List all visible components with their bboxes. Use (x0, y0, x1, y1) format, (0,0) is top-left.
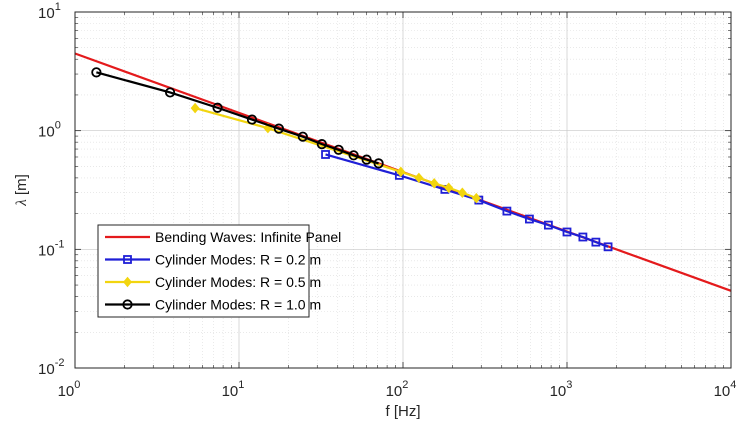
legend-swatch-marker (123, 255, 132, 264)
series-point (543, 220, 553, 230)
legend-box (97, 224, 310, 318)
legend-entry: Cylinder Modes: R = 0.5 m (105, 274, 321, 290)
series-point (297, 131, 308, 142)
x-tick-label-exponent: 4 (730, 379, 736, 391)
series-point (444, 182, 454, 194)
series-point (502, 206, 512, 216)
legend-swatch-marker (123, 276, 132, 288)
legend: Bending Waves: Infinite Panel Cylinder Mo… (97, 224, 341, 318)
series-point (525, 214, 534, 224)
series-layer (75, 52, 731, 292)
y-tick-label-exponent: -1 (55, 238, 65, 250)
series-point (603, 242, 613, 252)
series-point (333, 144, 344, 155)
y-tick-label-exponent: 1 (55, 1, 61, 13)
y-tick-label: 101 (38, 1, 61, 22)
legend-label: Bending Waves: Infinite Panel (155, 229, 341, 245)
x-tick-label: 102 (386, 379, 409, 400)
x-tick-label-base: 10 (386, 383, 403, 400)
y-tick-label-exponent: -2 (55, 357, 65, 369)
series-point (91, 67, 102, 78)
x-tick-label-exponent: 3 (566, 379, 572, 391)
series-point (212, 102, 223, 113)
legend-label: Cylinder Modes: R = 0.2 m (155, 252, 321, 268)
series-point (396, 166, 406, 178)
legend-entry: Cylinder Modes: R = 0.2 m (105, 252, 321, 268)
series-point (190, 102, 200, 114)
y-tick-label-base: 10 (38, 5, 55, 22)
series-point (348, 150, 359, 161)
grid-minor (75, 12, 731, 368)
series-point (591, 237, 601, 247)
x-tick-label: 100 (58, 379, 81, 400)
legend-swatch-marker (122, 299, 133, 310)
axis-ticks (74, 11, 732, 369)
y-tick-label: 10-2 (38, 357, 64, 378)
y-tick-label: 10-1 (38, 238, 64, 259)
series-point (457, 187, 467, 198)
series-1 (321, 150, 613, 252)
series-point (361, 154, 372, 165)
y-axis-label-symbol: λ (14, 199, 30, 207)
series-3 (91, 67, 384, 169)
series-point (414, 172, 424, 184)
x-tick-label: 103 (550, 379, 573, 400)
y-axis-label: λ [m] (13, 174, 30, 207)
y-tick-label-base: 10 (38, 124, 55, 141)
y-tick-label-base: 10 (38, 361, 55, 378)
x-tick-label-exponent: 1 (238, 379, 244, 391)
series-point (429, 178, 439, 189)
series-point (246, 114, 258, 125)
series-point (321, 150, 330, 159)
x-tick-label: 101 (222, 379, 245, 400)
legend-label: Cylinder Modes: R = 1.0 m (155, 297, 321, 313)
x-axis-label: f [Hz] (385, 403, 420, 420)
legend-label: Cylinder Modes: R = 0.5 m (155, 274, 321, 290)
x-tick-label-base: 10 (58, 383, 75, 400)
series-2 (190, 102, 481, 204)
y-tick-label-base: 10 (38, 242, 55, 259)
x-tick-label-exponent: 2 (402, 379, 408, 391)
legend-entry: Bending Waves: Infinite Panel (105, 229, 341, 245)
series-point (373, 158, 384, 169)
series-point (273, 123, 284, 134)
x-tick-label-base: 10 (714, 383, 731, 400)
x-tick-label-base: 10 (222, 383, 239, 400)
series-point (471, 192, 481, 204)
series-point (164, 87, 176, 98)
series-point (316, 139, 327, 150)
series-point (578, 232, 588, 242)
y-tick-label-exponent: 0 (55, 120, 61, 132)
x-tick-label-exponent: 0 (74, 379, 80, 391)
legend-entry: Cylinder Modes: R = 1.0 m (105, 297, 321, 313)
x-tick-label-base: 10 (550, 383, 567, 400)
series-point (562, 227, 572, 237)
y-tick-label: 100 (38, 120, 61, 141)
x-tick-label: 104 (714, 379, 737, 400)
y-axis-label-unit: [m] (13, 174, 30, 199)
